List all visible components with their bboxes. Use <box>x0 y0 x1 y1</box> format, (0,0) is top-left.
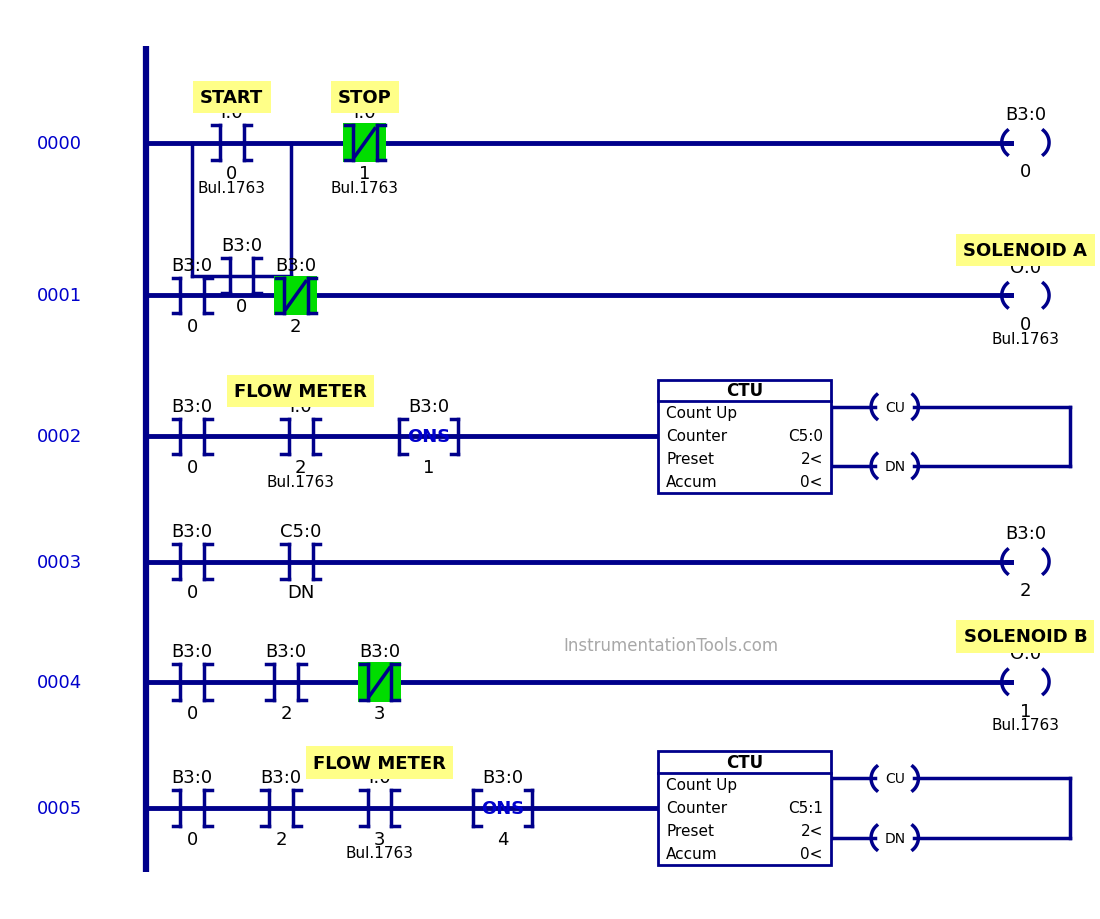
Text: ONS: ONS <box>481 800 525 817</box>
Text: 1: 1 <box>359 165 371 183</box>
Text: Counter: Counter <box>666 429 727 444</box>
Text: SOLENOID B: SOLENOID B <box>964 628 1087 646</box>
Text: 0: 0 <box>1020 163 1031 181</box>
Text: O:0: O:0 <box>1010 258 1041 277</box>
Bar <box>274 277 318 316</box>
Text: CTU: CTU <box>726 754 763 771</box>
Text: Accum: Accum <box>666 474 717 490</box>
Text: 0: 0 <box>187 584 198 602</box>
Text: B3:0: B3:0 <box>359 642 400 661</box>
Bar <box>658 380 830 494</box>
Text: Accum: Accum <box>666 845 717 861</box>
Text: O:0: O:0 <box>1010 644 1041 663</box>
Text: 2: 2 <box>280 704 292 721</box>
Text: 0005: 0005 <box>36 800 81 817</box>
Bar <box>358 663 402 702</box>
Text: I:0: I:0 <box>220 104 243 121</box>
Text: B3:0: B3:0 <box>172 256 212 275</box>
Text: 3: 3 <box>374 704 385 721</box>
Text: 2: 2 <box>290 318 301 335</box>
Text: 1: 1 <box>424 459 434 476</box>
Text: 0000: 0000 <box>36 134 81 153</box>
Text: 3: 3 <box>374 830 385 848</box>
Text: START: START <box>200 89 263 107</box>
Text: Count Up: Count Up <box>666 406 737 421</box>
Text: SOLENOID A: SOLENOID A <box>964 242 1087 260</box>
Text: B3:0: B3:0 <box>1004 524 1046 542</box>
Text: B3:0: B3:0 <box>1004 106 1046 124</box>
Text: InstrumentationTools.com: InstrumentationTools.com <box>563 637 778 654</box>
Text: 0: 0 <box>187 318 198 335</box>
Text: 0<: 0< <box>801 474 823 490</box>
Text: 0: 0 <box>227 165 238 183</box>
Text: 2<: 2< <box>801 823 823 838</box>
Text: Bul.1763: Bul.1763 <box>991 332 1059 346</box>
Text: 0: 0 <box>187 704 198 721</box>
Text: I:0: I:0 <box>353 104 376 121</box>
Text: ONS: ONS <box>407 428 451 446</box>
Text: B3:0: B3:0 <box>275 256 317 275</box>
Text: CTU: CTU <box>726 382 763 400</box>
Text: 0002: 0002 <box>36 428 81 446</box>
Text: CU: CU <box>884 401 904 414</box>
Text: 0: 0 <box>235 298 248 316</box>
Text: 2: 2 <box>295 459 307 476</box>
Text: FLOW METER: FLOW METER <box>234 382 367 401</box>
Text: 0001: 0001 <box>36 287 81 305</box>
Text: B3:0: B3:0 <box>172 522 212 540</box>
Text: DN: DN <box>884 831 905 845</box>
Text: CU: CU <box>884 772 904 786</box>
Text: B3:0: B3:0 <box>221 237 262 255</box>
Text: DN: DN <box>884 460 905 473</box>
Text: B3:0: B3:0 <box>172 768 212 787</box>
Text: Preset: Preset <box>666 451 714 467</box>
Text: I:0: I:0 <box>368 768 390 787</box>
Text: Bul.1763: Bul.1763 <box>991 718 1059 732</box>
Text: 2<: 2< <box>801 451 823 467</box>
Text: Count Up: Count Up <box>666 777 737 792</box>
Text: 2: 2 <box>275 830 287 848</box>
Text: STOP: STOP <box>338 89 392 107</box>
Bar <box>343 124 386 163</box>
Text: Counter: Counter <box>666 800 727 815</box>
Text: Bul.1763: Bul.1763 <box>266 474 334 489</box>
Text: Bul.1763: Bul.1763 <box>345 845 414 860</box>
Text: B3:0: B3:0 <box>172 642 212 661</box>
Text: C5:0: C5:0 <box>280 522 321 540</box>
Text: 0004: 0004 <box>36 673 81 691</box>
Text: FLOW METER: FLOW METER <box>314 754 446 772</box>
Text: DN: DN <box>287 584 315 602</box>
Text: B3:0: B3:0 <box>408 397 450 415</box>
Text: Bul.1763: Bul.1763 <box>198 181 266 196</box>
Text: B3:0: B3:0 <box>482 768 524 787</box>
Text: I:0: I:0 <box>289 397 312 415</box>
Text: 2: 2 <box>1020 582 1031 599</box>
Text: B3:0: B3:0 <box>172 397 212 415</box>
Text: C5:0: C5:0 <box>788 429 823 444</box>
Text: Preset: Preset <box>666 823 714 838</box>
Text: 0: 0 <box>187 459 198 476</box>
Text: C5:1: C5:1 <box>788 800 823 815</box>
Text: 0<: 0< <box>801 845 823 861</box>
Text: B3:0: B3:0 <box>265 642 307 661</box>
Text: 0: 0 <box>187 830 198 848</box>
Text: 4: 4 <box>497 830 508 848</box>
Text: Bul.1763: Bul.1763 <box>331 181 399 196</box>
Text: 1: 1 <box>1020 702 1031 720</box>
Text: B3:0: B3:0 <box>261 768 301 787</box>
Text: 0003: 0003 <box>36 553 81 571</box>
Bar <box>658 752 830 865</box>
Text: 0: 0 <box>1020 316 1031 334</box>
